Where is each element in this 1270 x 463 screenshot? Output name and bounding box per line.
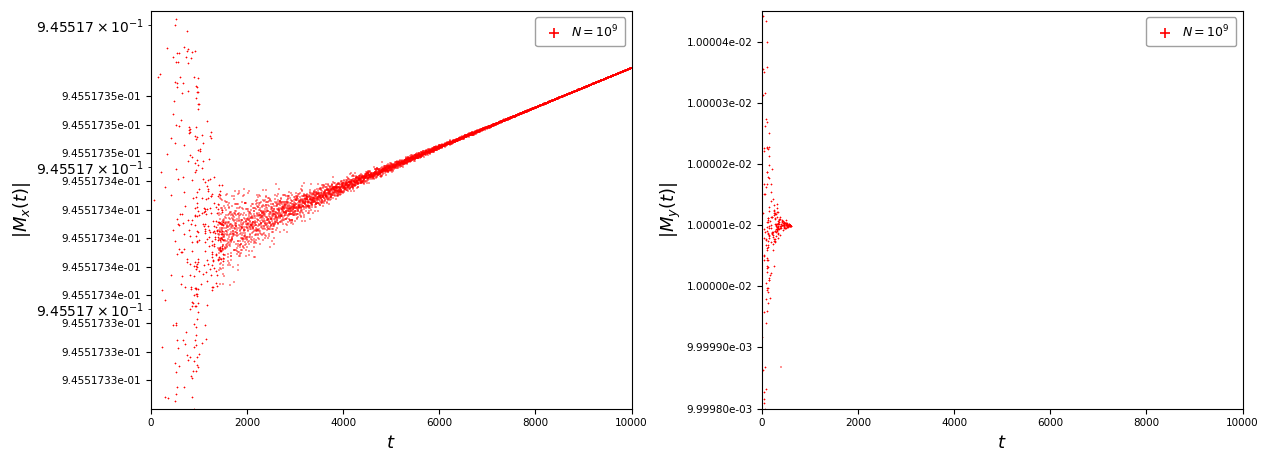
Y-axis label: $|M_y(t)|$: $|M_y(t)|$ bbox=[659, 181, 683, 238]
X-axis label: $t$: $t$ bbox=[386, 434, 396, 452]
Legend: $N=10^9$: $N=10^9$ bbox=[1147, 17, 1236, 46]
Legend: $N=10^9$: $N=10^9$ bbox=[535, 17, 625, 46]
Y-axis label: $|M_x(t)|$: $|M_x(t)|$ bbox=[11, 181, 33, 238]
X-axis label: $t$: $t$ bbox=[997, 434, 1007, 452]
